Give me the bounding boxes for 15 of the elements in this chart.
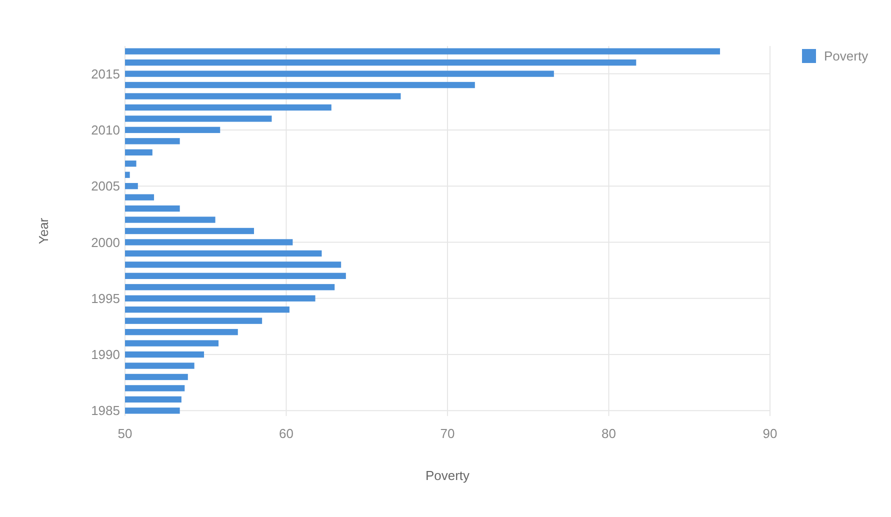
y-tick-label: 1990 (91, 347, 120, 362)
y-tick-label: 2015 (91, 66, 120, 82)
x-tick-label: 80 (602, 426, 616, 441)
x-tick-label: 50 (118, 426, 132, 441)
x-tick-label: 90 (762, 426, 778, 441)
x-tick-label: 70 (440, 426, 455, 441)
y-tick-label: 1985 (91, 403, 120, 418)
y-tick-label: 2000 (91, 234, 120, 250)
y-tick-label: 1995 (91, 290, 120, 306)
legend-label: Poverty (824, 48, 869, 64)
x-axis-title: Poverty (425, 468, 470, 483)
y-axis-title: Year (36, 217, 51, 244)
y-tick-label: 2005 (91, 178, 120, 194)
x-tick-label: 60 (279, 426, 294, 441)
y-tick-label: 2010 (91, 122, 120, 138)
